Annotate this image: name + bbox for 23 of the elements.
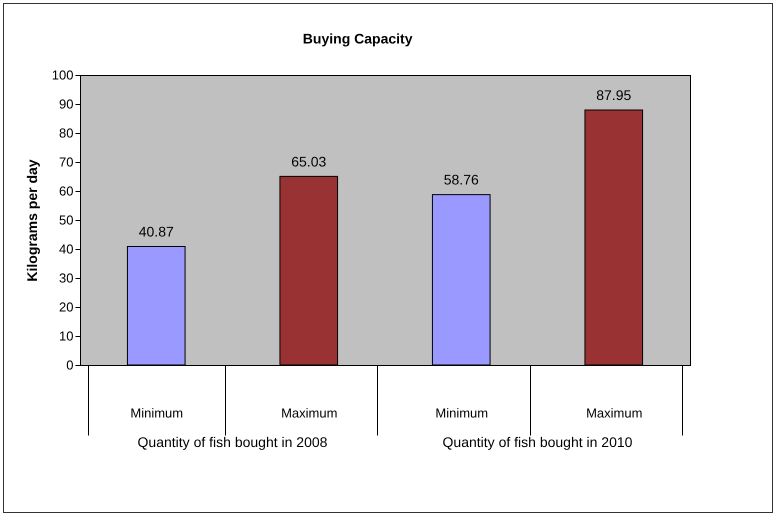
y-tick-label: 20 [59,300,74,314]
y-tick-label: 70 [59,154,74,170]
chart-title: Buying Capacity [302,30,413,46]
x-tick-label: Minimum [130,406,184,420]
data-label: 58.76 [444,172,479,188]
y-tick-label: 10 [59,328,74,344]
text: Quantity of fish bought in 2010 [442,434,633,450]
x-tick-label: Maximum [281,406,338,420]
y-tick-label: 40 [59,242,74,256]
y-tick-label: 0 [66,358,74,372]
y-tick-label: 90 [59,96,74,112]
text: Quantity of fish bought in 2008 [138,434,328,450]
data-label: 87.95 [596,86,632,103]
data-label: 40.87 [138,223,174,240]
y-tick-label: 100 [52,68,74,82]
y-tick-label: 80 [59,126,74,140]
y-tick-label: 50 [59,212,74,228]
x-tick-label: Maximum [586,406,642,420]
y-tick-label: 30 [59,270,74,286]
y-tick-label: 60 [59,184,74,198]
y-axis-title: Kilograms per day [24,159,40,282]
x-tick-label: Minimum [435,406,488,420]
data-label: 65.03 [291,153,326,170]
